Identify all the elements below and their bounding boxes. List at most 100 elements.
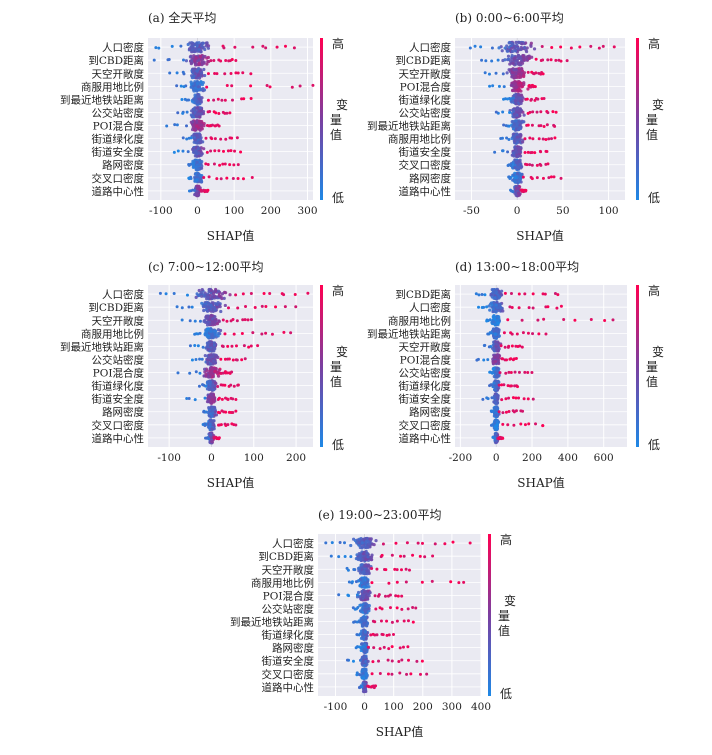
shap-point [228, 163, 232, 167]
shap-point [234, 59, 238, 63]
shap-point [515, 172, 520, 176]
shap-point [352, 620, 356, 624]
shap-point [214, 355, 218, 359]
x-tick-label: -100 [149, 205, 173, 217]
shap-point [512, 56, 516, 61]
feature-swarm [188, 340, 260, 353]
shap-point [396, 594, 400, 598]
shap-point [188, 344, 192, 348]
shap-point [379, 619, 383, 623]
shap-point [536, 318, 540, 322]
shap-point [515, 122, 519, 126]
shap-point [507, 175, 511, 179]
shap-point [506, 49, 510, 53]
shap-point [494, 413, 498, 417]
shap-point [559, 45, 563, 49]
shap-point [222, 46, 226, 50]
feature-label: 到最近地铁站距离 [60, 340, 144, 353]
shap-point [530, 151, 534, 155]
shap-point [206, 360, 210, 365]
shap-point [513, 370, 517, 374]
shap-point [520, 345, 524, 349]
shap-point [394, 594, 398, 598]
shap-point [229, 383, 233, 387]
feature-label: 街道绿化度 [399, 380, 452, 393]
x-tick-label: 0 [208, 452, 215, 464]
shap-point [362, 576, 367, 580]
shap-point [220, 98, 224, 102]
shap-point [531, 332, 535, 336]
shap-point [205, 41, 209, 45]
shap-point [180, 318, 184, 322]
shap-point [523, 137, 527, 141]
shap-point [531, 110, 535, 114]
x-tick-label: 300 [297, 205, 317, 217]
feature-swarm [190, 353, 247, 366]
shap-point [198, 319, 202, 323]
shap-point [418, 554, 422, 558]
shap-point [520, 318, 524, 322]
shap-point [516, 46, 520, 50]
feature-swarm [187, 184, 210, 198]
shap-point [249, 291, 253, 295]
feature-swarm [494, 106, 558, 120]
shap-point [514, 409, 518, 413]
shap-point [212, 408, 216, 412]
shap-point [512, 68, 516, 72]
shap-point [187, 47, 192, 51]
shap-point [381, 633, 385, 637]
shap-point [203, 318, 207, 323]
shap-point [223, 72, 227, 76]
shap-point [292, 46, 296, 50]
shap-point [264, 331, 268, 335]
shap-point [521, 120, 525, 124]
shap-point [542, 96, 546, 100]
feature-swarm [158, 287, 310, 301]
shap-point [181, 58, 185, 62]
shap-point [498, 371, 502, 375]
shap-point [493, 405, 498, 410]
colorbar-title-char: 变 [652, 97, 664, 112]
shap-point [352, 568, 356, 572]
shap-point [193, 175, 197, 180]
shap-point [351, 606, 355, 610]
shap-point [346, 593, 350, 597]
shap-point [507, 344, 511, 348]
shap-point [194, 295, 198, 299]
shap-point [468, 46, 472, 50]
shap-point [226, 306, 230, 310]
shap-point [230, 84, 234, 88]
shap-point [210, 414, 214, 418]
feature-label: 商服用地比例 [388, 314, 451, 327]
shap-point [349, 543, 353, 548]
shap-point [282, 330, 286, 334]
shap-point [212, 305, 216, 309]
shap-point [205, 62, 209, 66]
shap-point [204, 136, 208, 140]
shap-point [225, 176, 229, 180]
shap-point [189, 113, 193, 117]
shap-point [363, 564, 367, 568]
shap-point [390, 553, 394, 557]
shap-point [382, 645, 386, 649]
shap-point [553, 124, 557, 128]
shap-point [517, 40, 521, 45]
shap-point [518, 72, 522, 76]
shap-point [207, 387, 211, 392]
shap-point [195, 112, 199, 117]
shap-point [195, 89, 199, 93]
x-tick-label: 200 [522, 452, 542, 464]
colorbar-high-label: 高 [648, 36, 660, 51]
feature-swarm [175, 79, 315, 93]
shap-point [368, 591, 372, 595]
shap-point [182, 85, 186, 89]
shap-point [531, 306, 535, 310]
shap-point [514, 102, 518, 106]
shap-point [555, 306, 559, 310]
shap-point [349, 555, 353, 559]
shap-point [515, 132, 519, 136]
shap-point [529, 44, 533, 48]
colorbar-title-char: 变 [336, 344, 348, 359]
shap-point [546, 58, 550, 62]
